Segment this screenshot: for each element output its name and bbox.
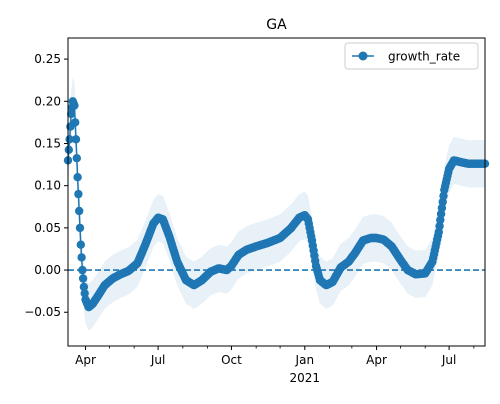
y-tick-label: 0.20 xyxy=(34,94,61,108)
confidence-band xyxy=(68,77,485,331)
chart-title: GA xyxy=(266,17,287,33)
x-tick-label: Apr xyxy=(75,353,96,367)
y-tick-label: 0.25 xyxy=(34,52,61,66)
data-point xyxy=(74,189,83,199)
data-point xyxy=(77,253,86,262)
data-point xyxy=(67,109,76,119)
x-tick-label: Jul xyxy=(441,353,456,367)
series-layer xyxy=(63,97,490,312)
data-point xyxy=(75,223,85,233)
x-tick-label: Apr xyxy=(366,353,387,367)
data-point xyxy=(70,101,79,110)
data-point xyxy=(80,289,89,298)
x-tick-label: Oct xyxy=(221,353,242,367)
x-tick-label: Jan xyxy=(295,353,315,367)
data-point xyxy=(437,203,447,213)
y-tick-label: −0.05 xyxy=(24,305,61,319)
y-tick-label: 0.05 xyxy=(34,221,61,235)
y-tick-label: 0.10 xyxy=(34,179,61,193)
y-tick-label: 0.00 xyxy=(34,263,61,277)
data-point xyxy=(64,145,74,154)
y-tick-label: 0.15 xyxy=(34,136,61,150)
data-point xyxy=(71,118,80,127)
x-year-label: 2021 xyxy=(290,371,321,385)
data-point xyxy=(75,206,84,216)
legend-box xyxy=(344,42,479,70)
data-point xyxy=(78,265,87,275)
legend: growth_rate xyxy=(344,42,479,70)
plot-frame xyxy=(67,37,486,347)
axes-layer: −0.05 0.00 0.05 0.10 0.15 0.20 0.25 Apr Jul Oct Ja… xyxy=(24,37,486,385)
data-point xyxy=(72,154,82,163)
confidence-band-layer xyxy=(68,77,485,331)
data-point xyxy=(78,274,88,283)
data-point xyxy=(435,221,444,231)
data-point xyxy=(73,173,82,182)
data-point xyxy=(79,282,89,292)
legend-label: growth_rate xyxy=(388,50,460,64)
x-tick-label: Jul xyxy=(150,353,165,367)
data-point xyxy=(71,135,81,144)
data-point xyxy=(76,240,86,249)
legend-marker xyxy=(358,51,368,61)
